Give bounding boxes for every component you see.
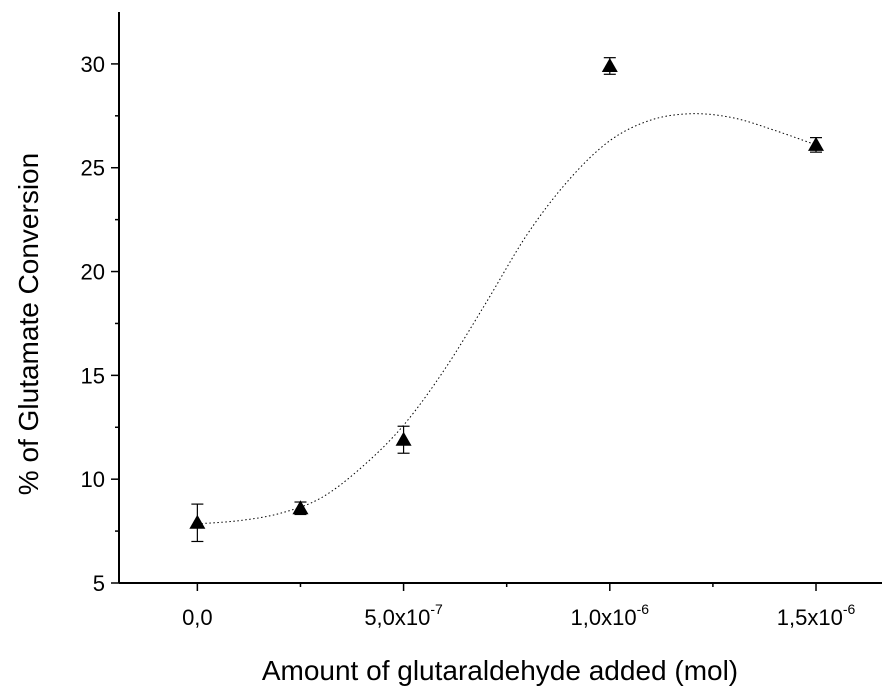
y-tick-label: 15 [81, 363, 105, 388]
data-point [601, 57, 618, 72]
data-point [808, 136, 825, 151]
y-tick-label: 10 [81, 467, 105, 492]
y-tick-label: 25 [81, 156, 105, 181]
fit-curve [197, 113, 817, 525]
x-tick-label: 5,0x10-7 [364, 601, 443, 630]
x-tick-label: 0,0 [182, 605, 213, 630]
y-axis-title: % of Glutamate Conversion [13, 153, 44, 495]
axes: 5 10 15 20 25 30 0,0 5,0x10-7 1,0x10-6 1,5x10-6 [81, 12, 882, 630]
y-tick-label: 5 [93, 571, 105, 596]
x-tick-label: 1,5x10-6 [777, 601, 856, 630]
x-axis-title: Amount of glutaraldehyde added (mol) [262, 655, 738, 686]
fit-curve-layer [197, 113, 817, 525]
data-point [395, 431, 412, 446]
y-tick-label: 30 [81, 52, 105, 77]
x-tick-label: 1,0x10-6 [571, 601, 650, 630]
data-point [292, 500, 309, 515]
data-point [189, 514, 206, 529]
y-tick-label: 20 [81, 260, 105, 285]
data-points-layer [189, 57, 825, 543]
